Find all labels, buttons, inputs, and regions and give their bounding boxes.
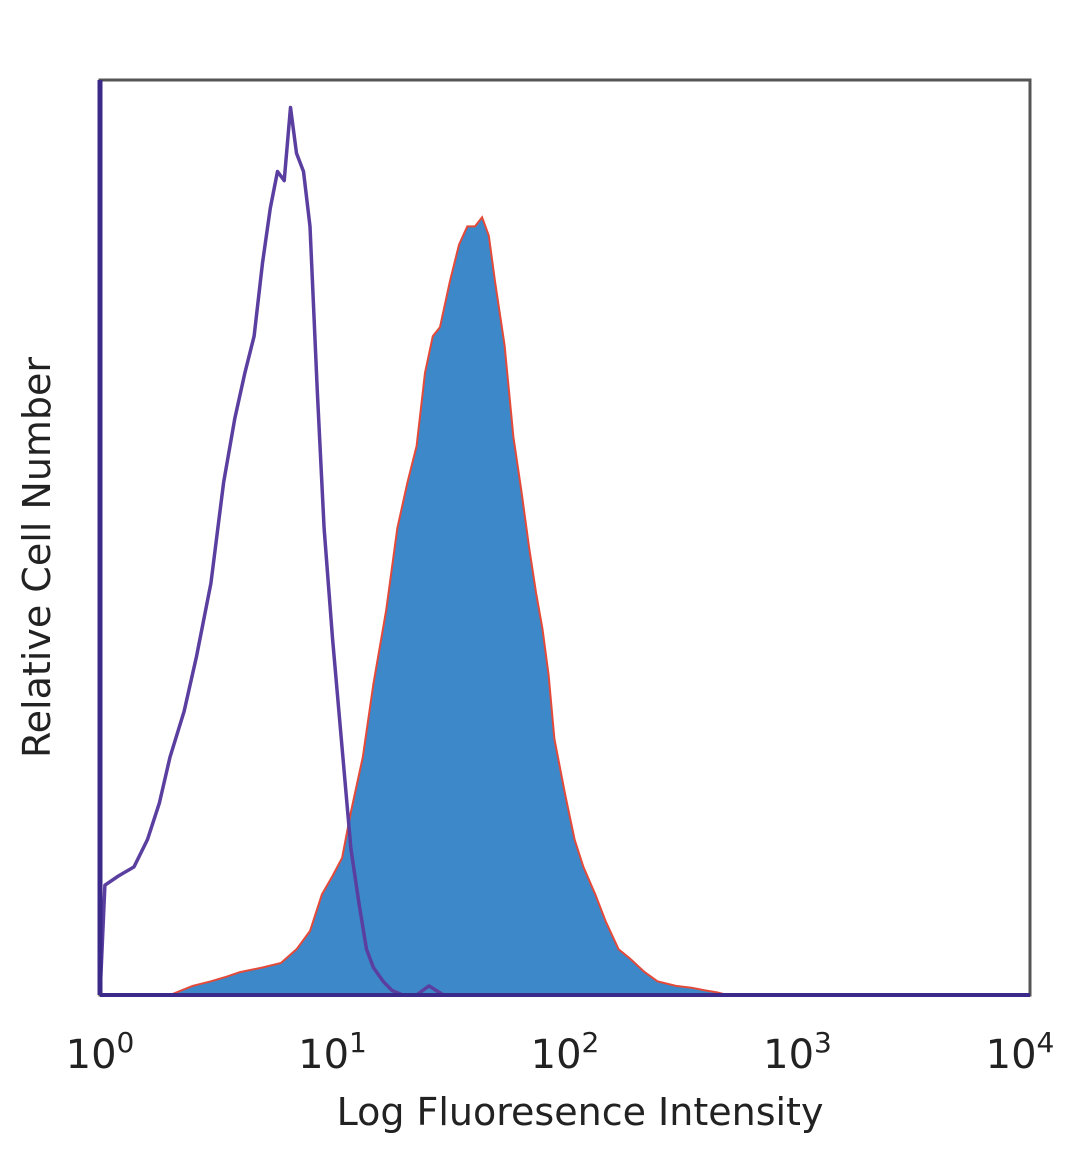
y-axis-title: Relative Cell Number bbox=[15, 357, 59, 758]
x-tick-label-0: 100 bbox=[66, 1026, 135, 1078]
x-axis-title: Log Fluoresence Intensity bbox=[337, 1090, 824, 1134]
series-layer bbox=[98, 105, 1030, 997]
x-tick-label-3: 103 bbox=[763, 1026, 832, 1078]
series-0-outline-histogram bbox=[98, 105, 1030, 997]
series-1-filled-histogram bbox=[100, 215, 1030, 996]
x-tick-label-1: 101 bbox=[298, 1026, 367, 1078]
x-tick-label-4: 104 bbox=[986, 1026, 1055, 1078]
x-tick-labels: 100 101 102 103 104 bbox=[66, 1026, 1055, 1078]
x-tick-label-2: 102 bbox=[531, 1026, 600, 1078]
